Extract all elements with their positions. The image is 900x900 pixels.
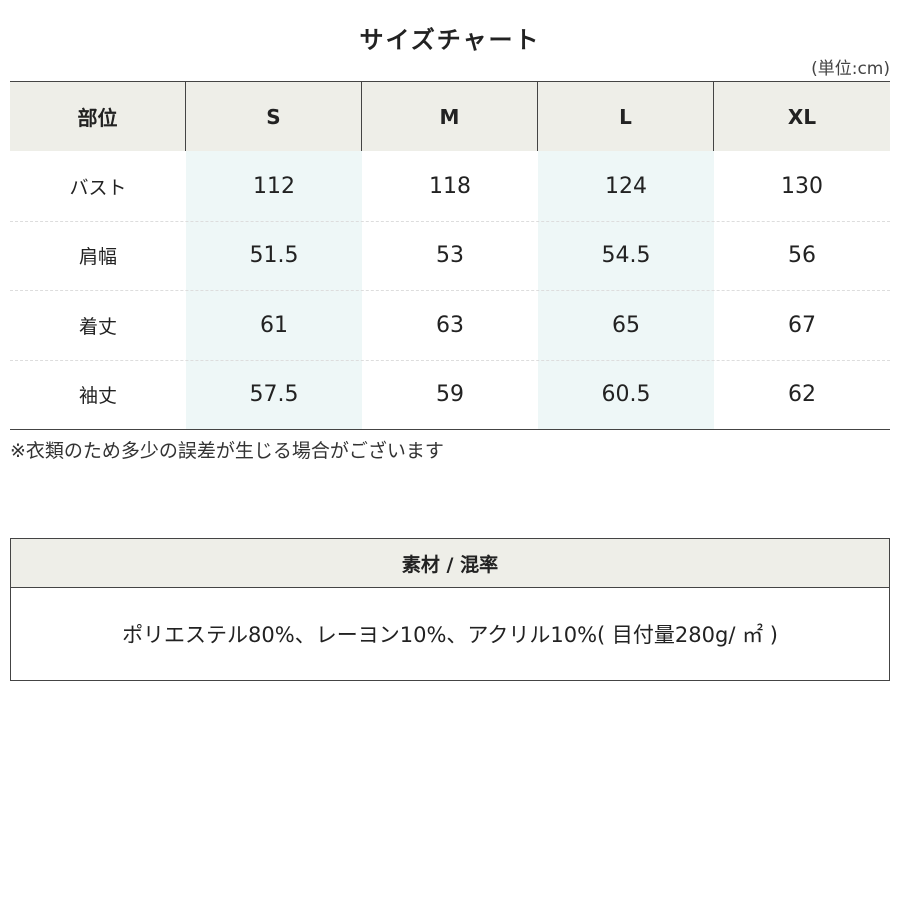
unit: (単位:cm) (811, 59, 890, 79)
material-title: 素材 / 混率 (11, 539, 889, 588)
row-divider (10, 359, 890, 361)
row-label: 着丈 (78, 315, 117, 338)
title: サイズチャート (359, 26, 541, 54)
size-value: 60.5 (601, 382, 651, 407)
row-divider (10, 220, 890, 222)
size-value: 62 (788, 382, 816, 407)
size-value: 61 (260, 312, 288, 338)
header-cell: L (538, 82, 714, 151)
header-cell: 部位 (10, 82, 186, 151)
size-value: 59 (436, 382, 464, 407)
size-value: 51.5 (249, 243, 299, 268)
header-cell: S (186, 82, 362, 151)
size-value: 53 (436, 243, 464, 268)
size-value: 124 (605, 173, 647, 199)
row-label: バスト (69, 176, 127, 199)
size-value: 56 (788, 243, 816, 268)
note: ※衣類のため多少の誤差が生じる場合がございます (10, 440, 444, 462)
size-value: 54.5 (601, 243, 651, 268)
material-box: 素材 / 混率 ポリエステル80%、レーヨン10%、アクリル10%( 目付量28… (10, 538, 890, 681)
size-value: 63 (436, 312, 464, 338)
row-label: 肩幅 (78, 246, 117, 268)
size-value: 57.5 (249, 382, 299, 407)
size-value: 118 (429, 173, 471, 199)
size-table: 部位 S M L XL バスト 112 118 124 130 肩幅 51.5 53 54.5 56 着丈 61… (10, 81, 890, 430)
header-cell: XL (714, 82, 890, 151)
size-value: 130 (781, 173, 823, 199)
size-value: 67 (788, 312, 816, 338)
material-text: ポリエステル80%、レーヨン10%、アクリル10%( 目付量280g/ ㎡ ) (122, 623, 778, 647)
row-label: 袖丈 (78, 385, 117, 407)
header-cell: M (362, 82, 538, 151)
size-value: 112 (253, 173, 295, 199)
row-divider (10, 290, 890, 291)
size-value: 65 (612, 312, 640, 338)
table-bottom (10, 429, 890, 430)
